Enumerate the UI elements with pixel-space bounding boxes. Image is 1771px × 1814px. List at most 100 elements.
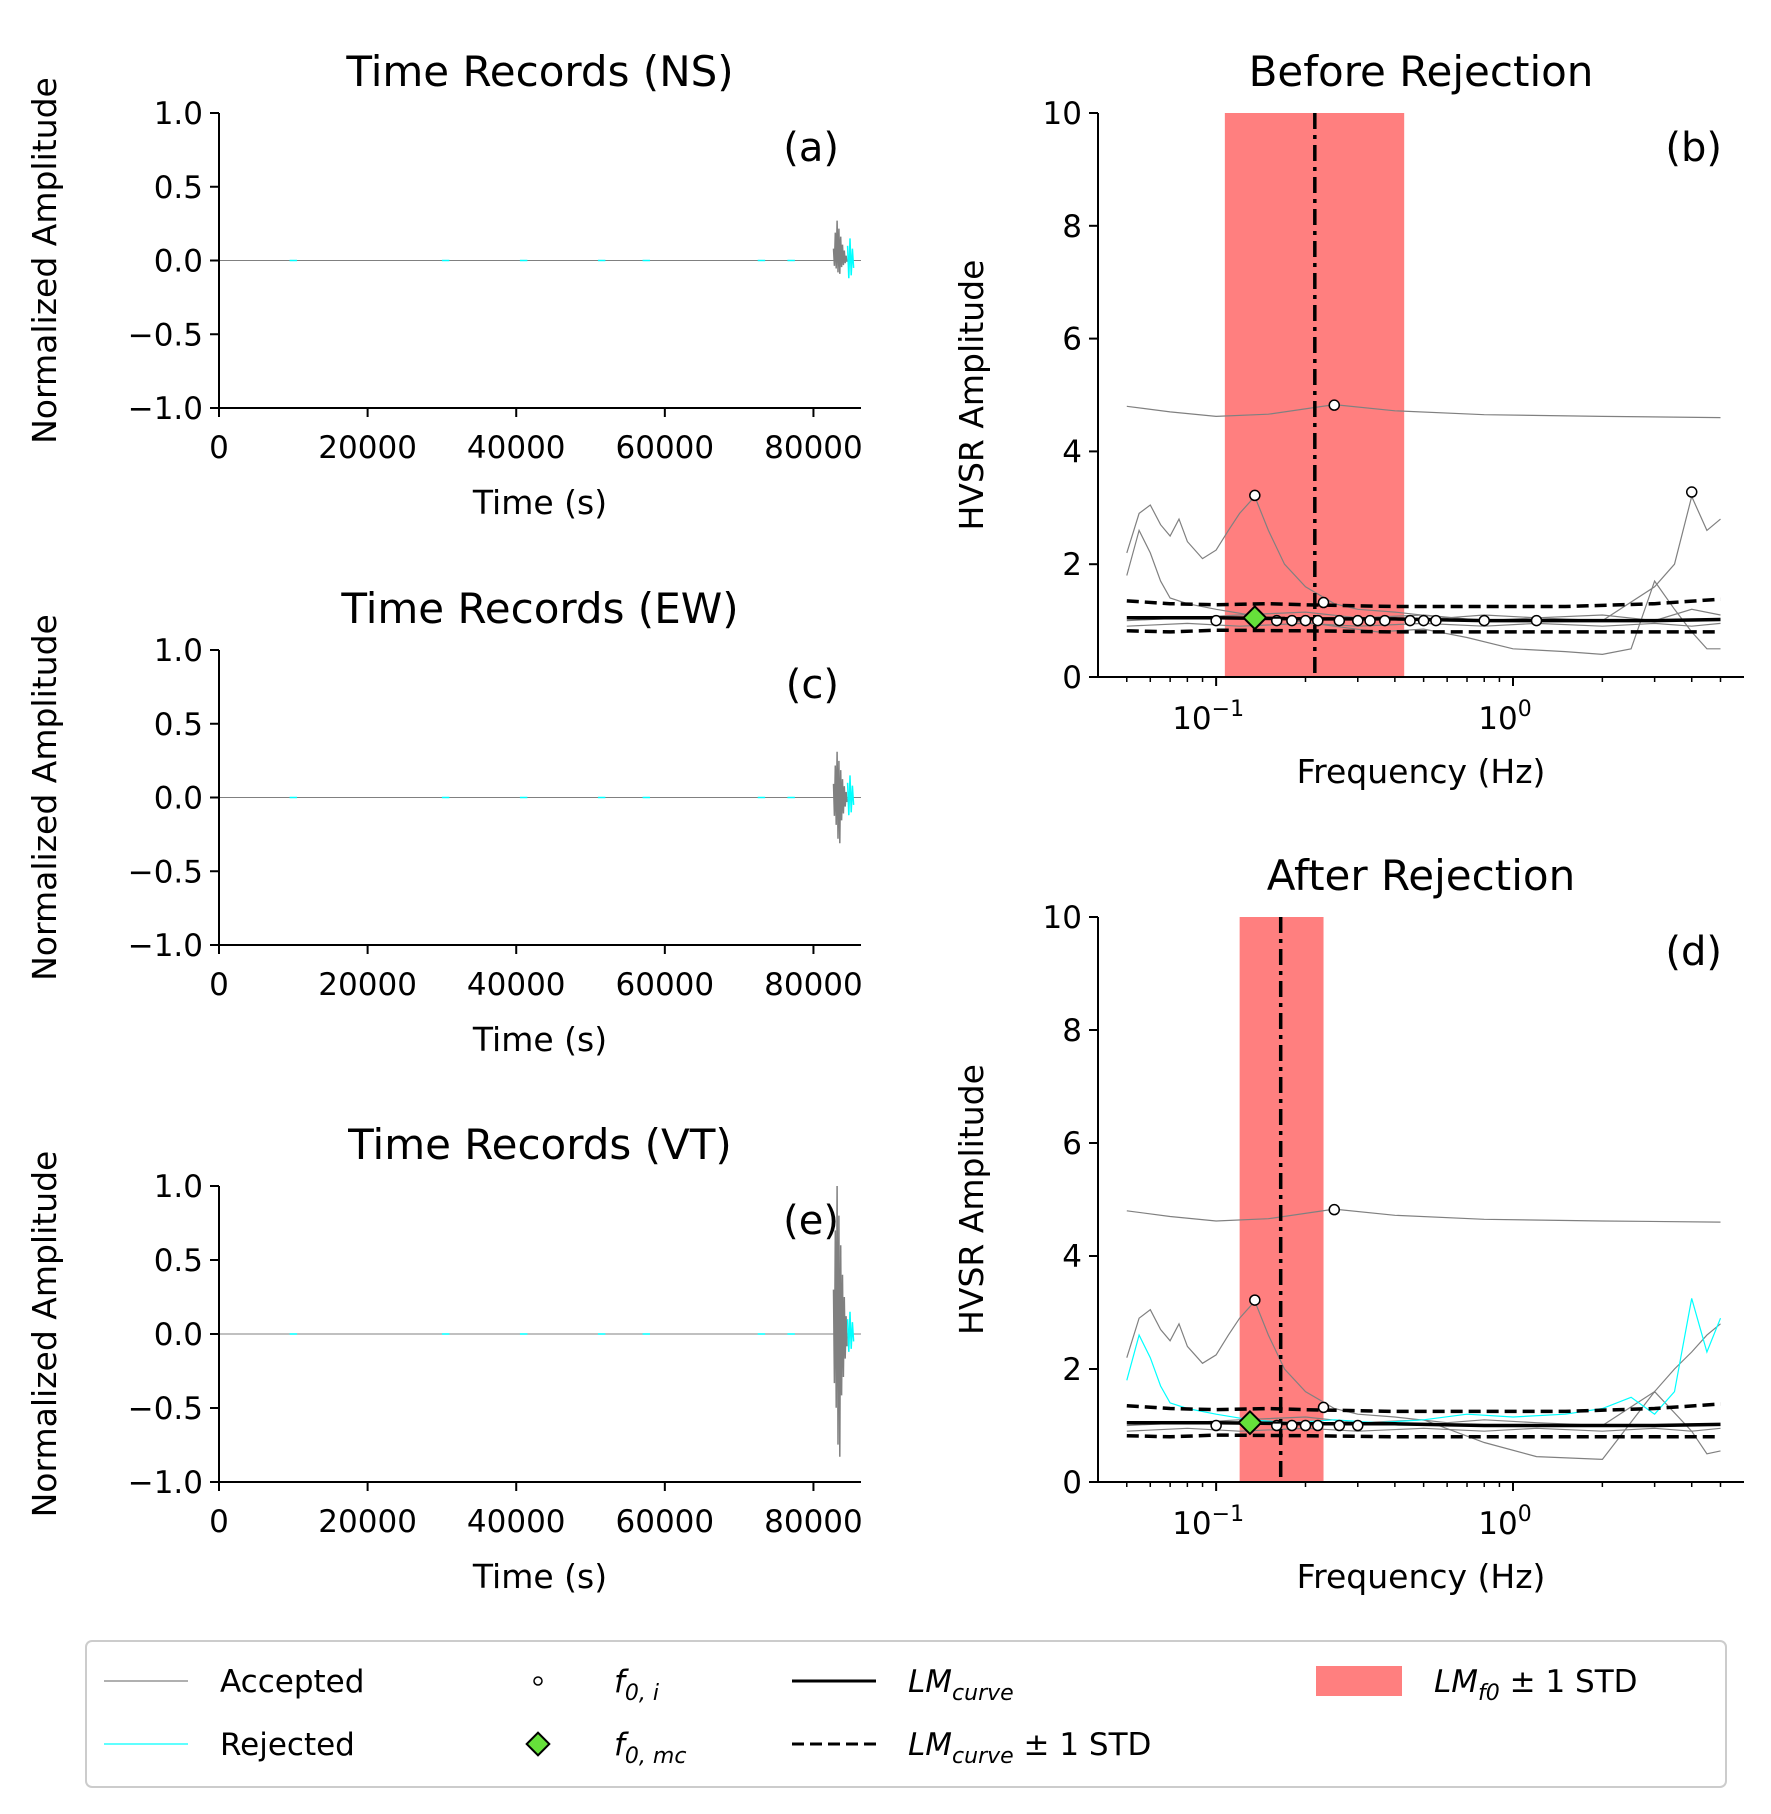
- y-tick-label: 0.0: [154, 1317, 203, 1353]
- x-tick-label: 80000: [764, 430, 863, 466]
- event-burst: [832, 751, 848, 844]
- x-axis-label: Frequency (Hz): [1297, 752, 1546, 791]
- x-tick-label: 20000: [318, 1504, 417, 1540]
- y-axis-label: Normalized Amplitude: [25, 1151, 64, 1518]
- y-tick-label: 2: [1062, 547, 1082, 583]
- time-panel-e: 1.0 0.5 0.0 −0.5 −1.00 20000 40000 60000 80000 Ti…: [25, 1120, 863, 1596]
- rejected-burst: [846, 775, 855, 816]
- y-tick-label: 0.0: [154, 781, 203, 817]
- event-burst: [832, 220, 848, 274]
- accepted-hvsr-curve: [1126, 1300, 1721, 1427]
- time-panel-c: 1.0 0.5 0.0 −0.5 −1.00 20000 40000 60000 80000 Ti…: [25, 584, 863, 1059]
- x-tick-label: 20000: [318, 430, 417, 466]
- hvsr-panel-d: 0 2 4 6 8 10 10−1 100 After Rejection Frequency (…: [952, 851, 1744, 1596]
- x-tick-label: 60000: [616, 1504, 715, 1540]
- f0-i-marker: [1530, 614, 1543, 627]
- f0-i-marker: [1312, 614, 1324, 627]
- y-axis-label: HVSR Amplitude: [952, 1064, 991, 1335]
- x-tick-label: 40000: [467, 1504, 566, 1540]
- y-axis-label: Normalized Amplitude: [25, 77, 64, 444]
- y-tick-label: 0: [1062, 1465, 1082, 1501]
- f0-i-marker: [1312, 1419, 1324, 1432]
- x-tick-label: 60000: [616, 967, 715, 1003]
- panel-title: Time Records (VT): [347, 1120, 732, 1169]
- legend-frame: [85, 1640, 1727, 1788]
- legend-lmf0-swatch: [1316, 1666, 1402, 1696]
- accepted-hvsr-curve: [1126, 622, 1721, 627]
- y-tick-label: 1.0: [154, 1169, 203, 1205]
- legend-rejected-label: Rejected: [220, 1727, 355, 1763]
- f0-i-marker: [1417, 614, 1430, 627]
- event-burst: [832, 1185, 848, 1457]
- y-tick-label: 10: [1043, 900, 1082, 936]
- accepted-hvsr-curve: [1126, 1208, 1721, 1223]
- panel-label: (c): [786, 662, 839, 708]
- x-axis-label: Time (s): [472, 1020, 607, 1059]
- f0-i-marker: [1478, 614, 1490, 627]
- y-axis-label: HVSR Amplitude: [952, 260, 991, 531]
- f0-i-marker: [1379, 614, 1391, 627]
- x-axis-label: Frequency (Hz): [1297, 1557, 1546, 1596]
- panel-title: After Rejection: [1267, 851, 1575, 900]
- panel-label: (b): [1665, 125, 1722, 171]
- y-tick-label: 0.0: [154, 244, 203, 280]
- f0-i-marker: [1210, 1419, 1222, 1432]
- panel-label: (d): [1665, 929, 1722, 975]
- y-tick-label: 4: [1062, 1239, 1082, 1275]
- accepted-hvsr-curve: [1126, 1427, 1721, 1432]
- lm-curve-lower-std: [1126, 628, 1721, 634]
- y-tick-label: 0.5: [154, 1243, 203, 1279]
- f0-i-marker: [1352, 614, 1364, 627]
- f0-i-marker: [1286, 1419, 1298, 1432]
- y-axis-label: Normalized Amplitude: [25, 614, 64, 981]
- f0-i-marker: [1404, 614, 1416, 627]
- f0-i-marker: [1317, 596, 1330, 609]
- y-tick-label: 1.0: [154, 96, 203, 132]
- rejected-hvsr-curve: [1126, 1298, 1722, 1424]
- accepted-hvsr-curve: [1126, 403, 1721, 419]
- x-tick-label: 20000: [318, 967, 417, 1003]
- y-tick-label: −0.5: [128, 854, 203, 890]
- f0-i-marker: [1333, 1419, 1346, 1432]
- x-tick-label: 100: [1478, 697, 1531, 737]
- hvsr-panel-b: 0 2 4 6 8 10 10−1 100 Before Rejection Frequency …: [952, 47, 1744, 791]
- legend-lmcurve-label: LMcurve: [908, 1664, 1014, 1706]
- f0-i-marker: [1328, 399, 1341, 411]
- f0-i-marker: [1317, 1401, 1330, 1414]
- f0-i-marker: [1328, 1203, 1341, 1216]
- rejected-burst: [846, 1311, 855, 1352]
- y-tick-label: 1.0: [154, 633, 203, 669]
- f0-i-marker: [1685, 486, 1698, 498]
- y-tick-label: 0.5: [154, 707, 203, 743]
- x-axis-label: Time (s): [472, 1557, 607, 1596]
- legend-f0i-marker: [533, 1676, 543, 1686]
- legend-f0mc-marker: [525, 1731, 551, 1757]
- x-tick-label: 10−1: [1172, 697, 1244, 737]
- x-tick-label: 60000: [616, 430, 715, 466]
- x-axis-label: Time (s): [472, 483, 607, 522]
- y-tick-label: 6: [1062, 1126, 1082, 1162]
- y-tick-label: 4: [1062, 434, 1082, 470]
- f0-i-marker: [1210, 614, 1222, 627]
- f0-i-marker: [1333, 614, 1346, 627]
- f0-i-marker: [1299, 614, 1312, 627]
- f0-i-marker: [1249, 1294, 1261, 1306]
- f0-mc-marker: [1237, 1409, 1263, 1436]
- y-tick-label: −0.5: [128, 317, 203, 353]
- x-tick-label: 0: [209, 1504, 229, 1540]
- panel-label: (a): [783, 125, 839, 171]
- panel-title: Before Rejection: [1249, 47, 1594, 96]
- x-tick-label: 100: [1478, 1502, 1531, 1542]
- accepted-hvsr-curve: [1126, 494, 1721, 622]
- accepted-hvsr-curve: [1126, 528, 1721, 656]
- f0-i-marker: [1430, 614, 1442, 627]
- accepted-hvsr-curve: [1126, 608, 1721, 622]
- legend-accepted-label: Accepted: [220, 1664, 364, 1700]
- f0-i-marker: [1364, 614, 1376, 627]
- x-tick-label: 10−1: [1172, 1502, 1244, 1542]
- y-tick-label: 0.5: [154, 170, 203, 206]
- f0-i-marker: [1299, 1419, 1312, 1432]
- x-tick-label: 0: [209, 430, 229, 466]
- y-tick-label: −0.5: [128, 1391, 203, 1427]
- y-tick-label: 2: [1062, 1352, 1082, 1388]
